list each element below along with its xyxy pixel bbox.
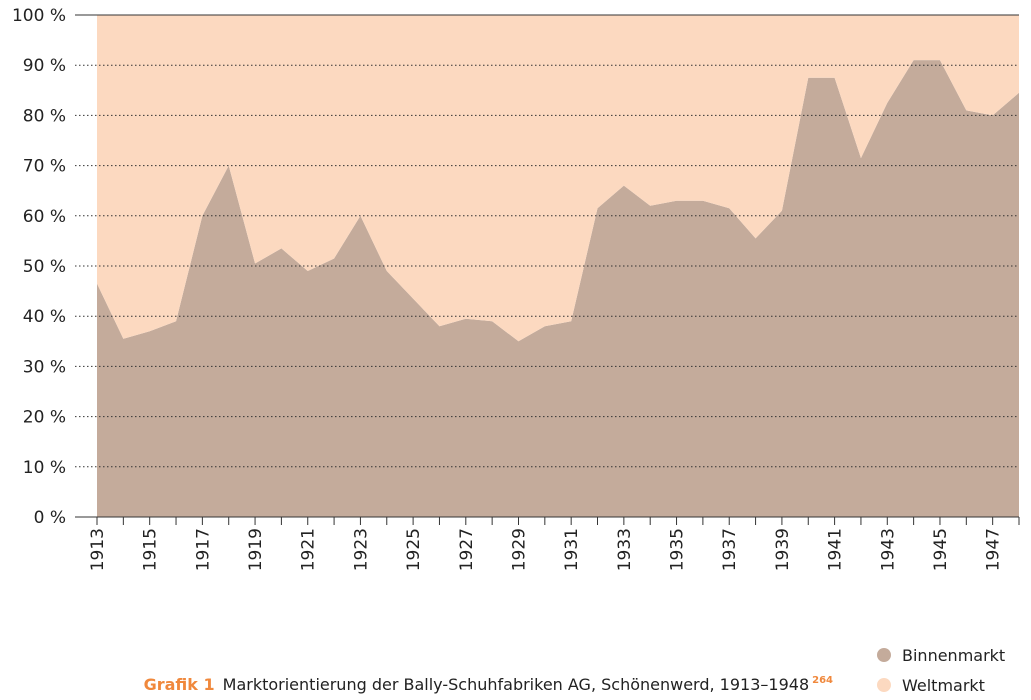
- caption: Grafik 1 Marktorientierung der Bally-Schu…: [144, 675, 833, 694]
- y-tick-label: 90 %: [23, 56, 66, 76]
- x-tick-label: 1947: [984, 528, 1004, 571]
- x-tick-label: 1923: [351, 528, 371, 571]
- legend-label: Weltmarkt: [902, 676, 985, 695]
- caption-text: Marktorientierung der Bally-Schuhfabrike…: [223, 675, 809, 694]
- y-tick-label: 20 %: [23, 408, 66, 428]
- x-tick-label: 1925: [404, 528, 424, 571]
- x-tick-label: 1933: [615, 528, 635, 571]
- legend-swatch: [877, 648, 891, 662]
- x-tick-label: 1913: [88, 528, 108, 571]
- x-tick-label: 1945: [931, 528, 951, 571]
- x-tick-label: 1921: [299, 528, 319, 571]
- x-tick-label: 1929: [509, 528, 529, 571]
- x-tick-label: 1943: [878, 528, 898, 571]
- x-tick-label: 1935: [668, 528, 688, 571]
- x-tick-label: 1931: [562, 528, 582, 571]
- x-tick-label: 1941: [826, 528, 846, 571]
- y-tick-label: 10 %: [23, 458, 66, 478]
- x-tick-label: 1915: [141, 528, 161, 571]
- x-tick-label: 1937: [720, 528, 740, 571]
- y-tick-label: 100 %: [12, 6, 66, 26]
- y-tick-label: 50 %: [23, 257, 66, 277]
- y-tick-label: 30 %: [23, 357, 66, 377]
- area: [97, 60, 1019, 518]
- legend-label: Binnenmarkt: [902, 646, 1005, 665]
- caption-label: Grafik 1: [144, 675, 215, 694]
- x-tick-label: 1917: [193, 528, 213, 571]
- y-tick-label: 70 %: [23, 157, 66, 177]
- legend-swatch: [877, 678, 891, 692]
- x-tick-label: 1927: [457, 528, 477, 571]
- y-tick-label: 0 %: [34, 508, 66, 528]
- x-tick-label: 1919: [246, 528, 266, 571]
- y-tick-label: 60 %: [23, 207, 66, 227]
- x-tick-label: 1939: [773, 528, 793, 571]
- y-tick-label: 40 %: [23, 307, 66, 327]
- footnote: 264: [812, 675, 833, 686]
- area: [97, 15, 1019, 342]
- y-tick-label: 80 %: [23, 106, 66, 126]
